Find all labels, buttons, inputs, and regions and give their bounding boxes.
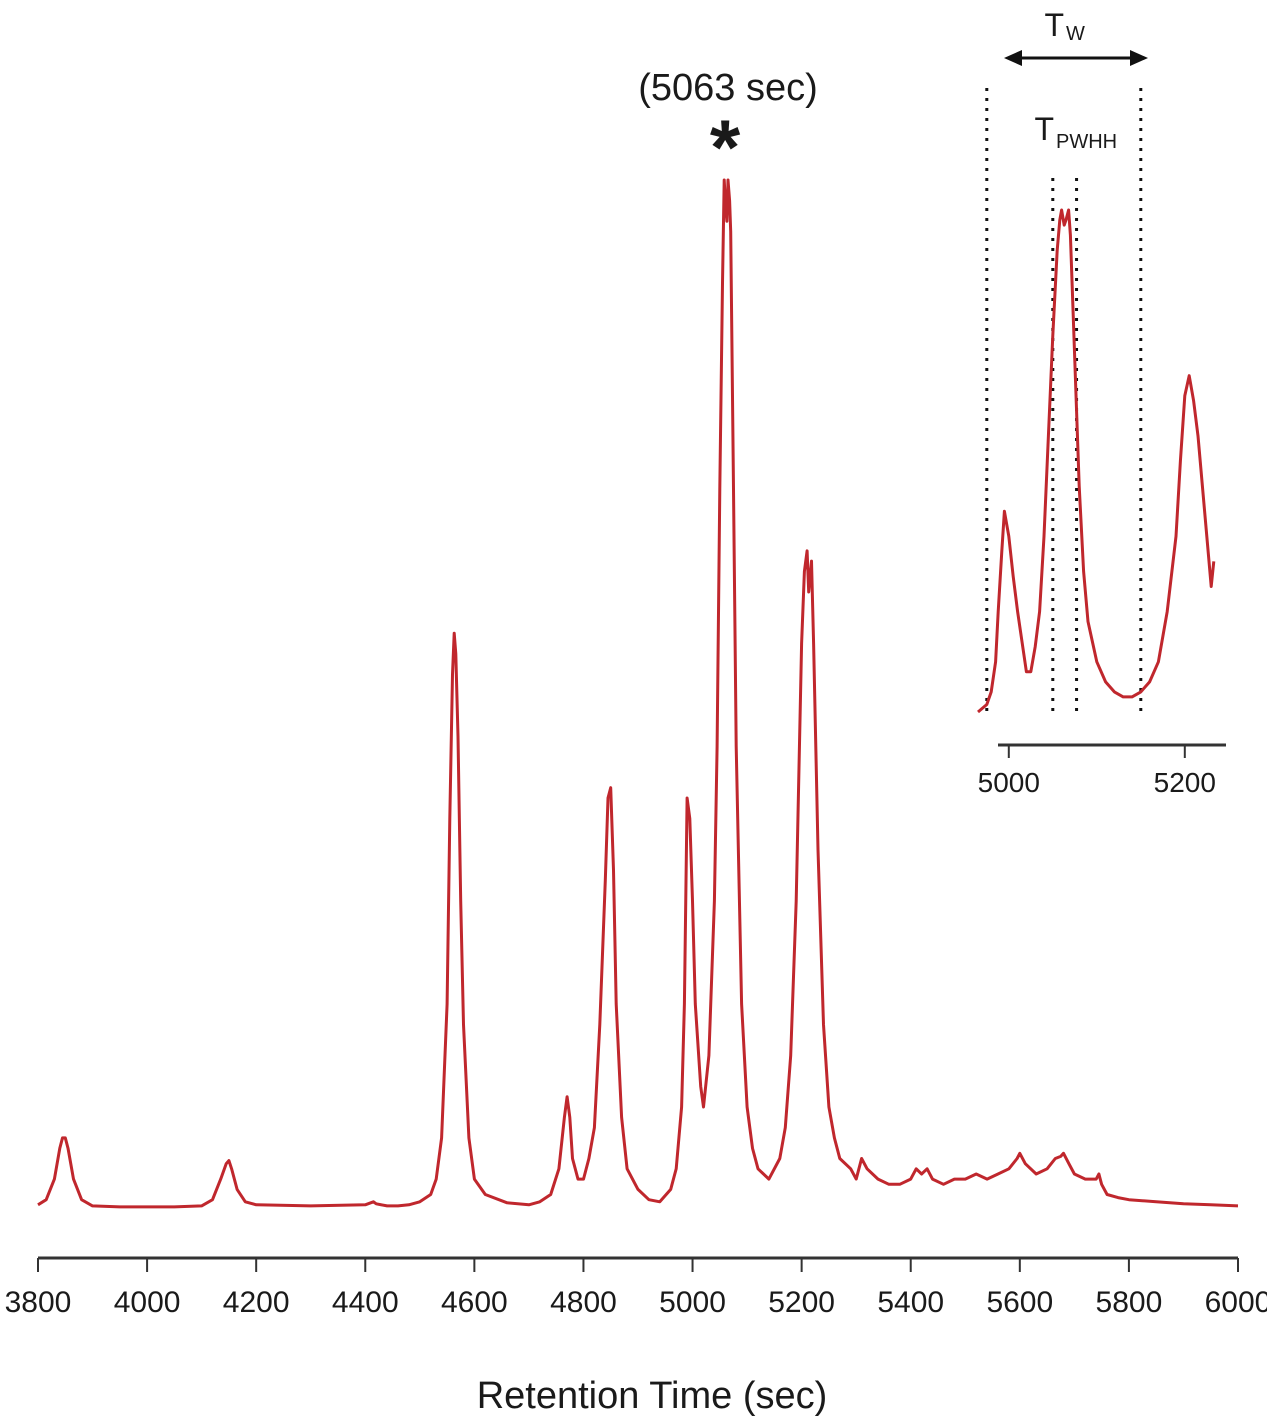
main-x-tick-label: 6000 — [1205, 1286, 1267, 1319]
main-series-line — [37, 178, 1239, 1209]
tpwhh-subscript: PWHH — [1056, 131, 1117, 153]
peak-marker-asterisk: * — [710, 103, 741, 191]
main-x-tick-label: 4200 — [223, 1286, 290, 1319]
peak-annotation-label: (5063 sec) — [638, 67, 818, 109]
inset-guide-lines — [985, 88, 1143, 712]
tw-label: T — [1044, 7, 1064, 43]
tpwhh-label: T — [1034, 111, 1054, 147]
inset-chart: 5000 5200 T W T PWHH — [977, 7, 1226, 798]
tw-arrow — [1004, 50, 1148, 66]
main-x-tick-label: 4800 — [550, 1286, 617, 1319]
inset-x-tick-label: 5000 — [978, 767, 1040, 798]
main-x-tick-label: 5600 — [986, 1286, 1053, 1319]
main-x-tick-label: 4000 — [114, 1286, 181, 1319]
main-x-tick-label: 5200 — [768, 1286, 835, 1319]
main-chart: 3800 4000 4200 4400 4600 4800 5000 5200 5400 5600… — [5, 67, 1267, 1417]
main-x-tick-label: 3800 — [5, 1286, 72, 1319]
main-x-tick-label: 5800 — [1096, 1286, 1163, 1319]
main-x-tick-label: 5000 — [659, 1286, 726, 1319]
tw-subscript: W — [1066, 23, 1085, 45]
inset-x-ticks: 5000 5200 — [978, 745, 1216, 798]
x-axis-title: Retention Time (sec) — [477, 1375, 828, 1417]
main-x-tick-label: 5400 — [877, 1286, 944, 1319]
inset-x-tick-label: 5200 — [1154, 767, 1216, 798]
main-x-tick-label: 4400 — [332, 1286, 399, 1319]
main-x-tick-label: 4600 — [441, 1286, 508, 1319]
main-x-ticks: 3800 4000 4200 4400 4600 4800 5000 5200 5400 5600… — [5, 1258, 1267, 1319]
inset-series-line — [977, 208, 1216, 714]
